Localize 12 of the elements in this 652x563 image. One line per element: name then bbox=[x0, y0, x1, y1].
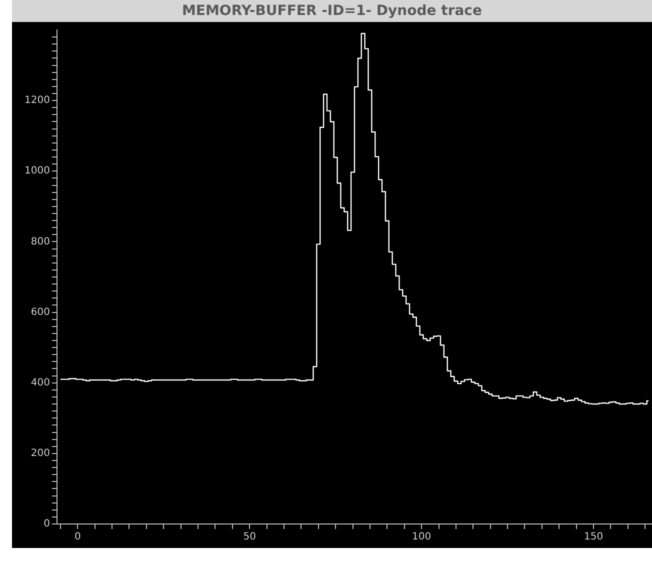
y-tick-label: 200 bbox=[30, 448, 50, 460]
x-tick-label: 150 bbox=[584, 532, 604, 543]
x-tick-label: 100 bbox=[412, 532, 432, 543]
y-tick-label: 0 bbox=[44, 518, 50, 530]
y-tick-label: 400 bbox=[30, 377, 50, 388]
y-tick-label: 1000 bbox=[24, 166, 50, 177]
y-tick-label: 1200 bbox=[24, 95, 50, 106]
x-tick-label: 0 bbox=[74, 532, 81, 543]
y-tick-label: 600 bbox=[30, 306, 50, 318]
x-tick-label: 50 bbox=[243, 532, 256, 543]
chart-title: MEMORY-BUFFER -ID=1- Dynode trace bbox=[12, 0, 652, 22]
y-tick-label: 800 bbox=[30, 236, 50, 248]
